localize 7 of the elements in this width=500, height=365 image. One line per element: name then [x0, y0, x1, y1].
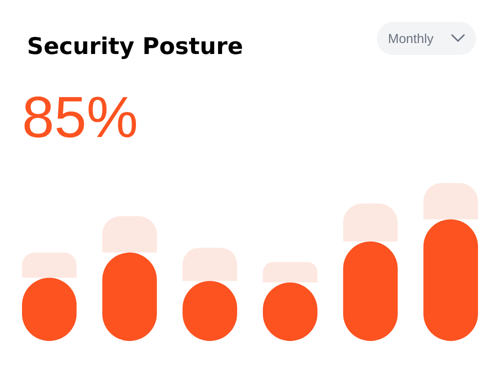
chart-title: Security Posture [27, 34, 244, 60]
text: Monthly [388, 31, 434, 46]
bar [22, 252, 77, 278]
bar [262, 262, 318, 283]
bar [423, 219, 478, 341]
bar [182, 248, 238, 281]
chart-subtitle: 85% [22, 85, 138, 150]
